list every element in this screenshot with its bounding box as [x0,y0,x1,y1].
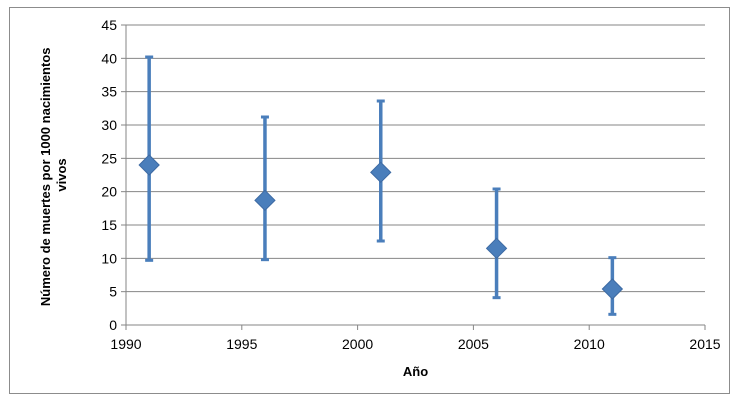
y-tick-label: 5 [109,284,117,300]
data-point-marker [370,161,392,184]
x-tick-label: 2005 [458,336,489,352]
data-point-marker [138,154,160,176]
y-tick-label: 35 [101,84,117,100]
y-tick-label: 45 [101,17,117,33]
data-point-marker [254,189,276,212]
x-tick-label: 2015 [689,336,720,352]
data-series [138,55,624,316]
chart-frame [9,7,730,394]
y-axis-title-line: vivos [54,158,69,191]
y-tick-label: 25 [101,150,117,166]
x-tick-label: 2000 [342,336,373,352]
x-tick-label: 1995 [226,336,257,352]
x-axis-title: Año [403,364,428,379]
x-tick-label: 1990 [110,336,141,352]
y-tick-label: 10 [101,250,117,266]
y-tick-label: 20 [101,184,117,200]
y-axis-title-line: Número de muertes por 1000 nacimientos [38,47,53,306]
data-point-marker [485,237,508,260]
data-point-marker [601,278,624,300]
x-tick-label: 2010 [574,336,605,352]
axes [121,24,706,330]
tick-labels: 0 5 10 15 20 25 30 35 40 45 1990 1995 2000 2005 2010 20… [101,17,720,352]
y-tick-label: 0 [109,317,117,333]
y-tick-label: 40 [101,50,117,66]
y-tick-label: 30 [101,117,117,133]
y-axis-title: Número de muertes por 1000 nacimientos v… [38,44,69,306]
gridlines [126,24,705,293]
y-tick-label: 15 [101,217,117,233]
